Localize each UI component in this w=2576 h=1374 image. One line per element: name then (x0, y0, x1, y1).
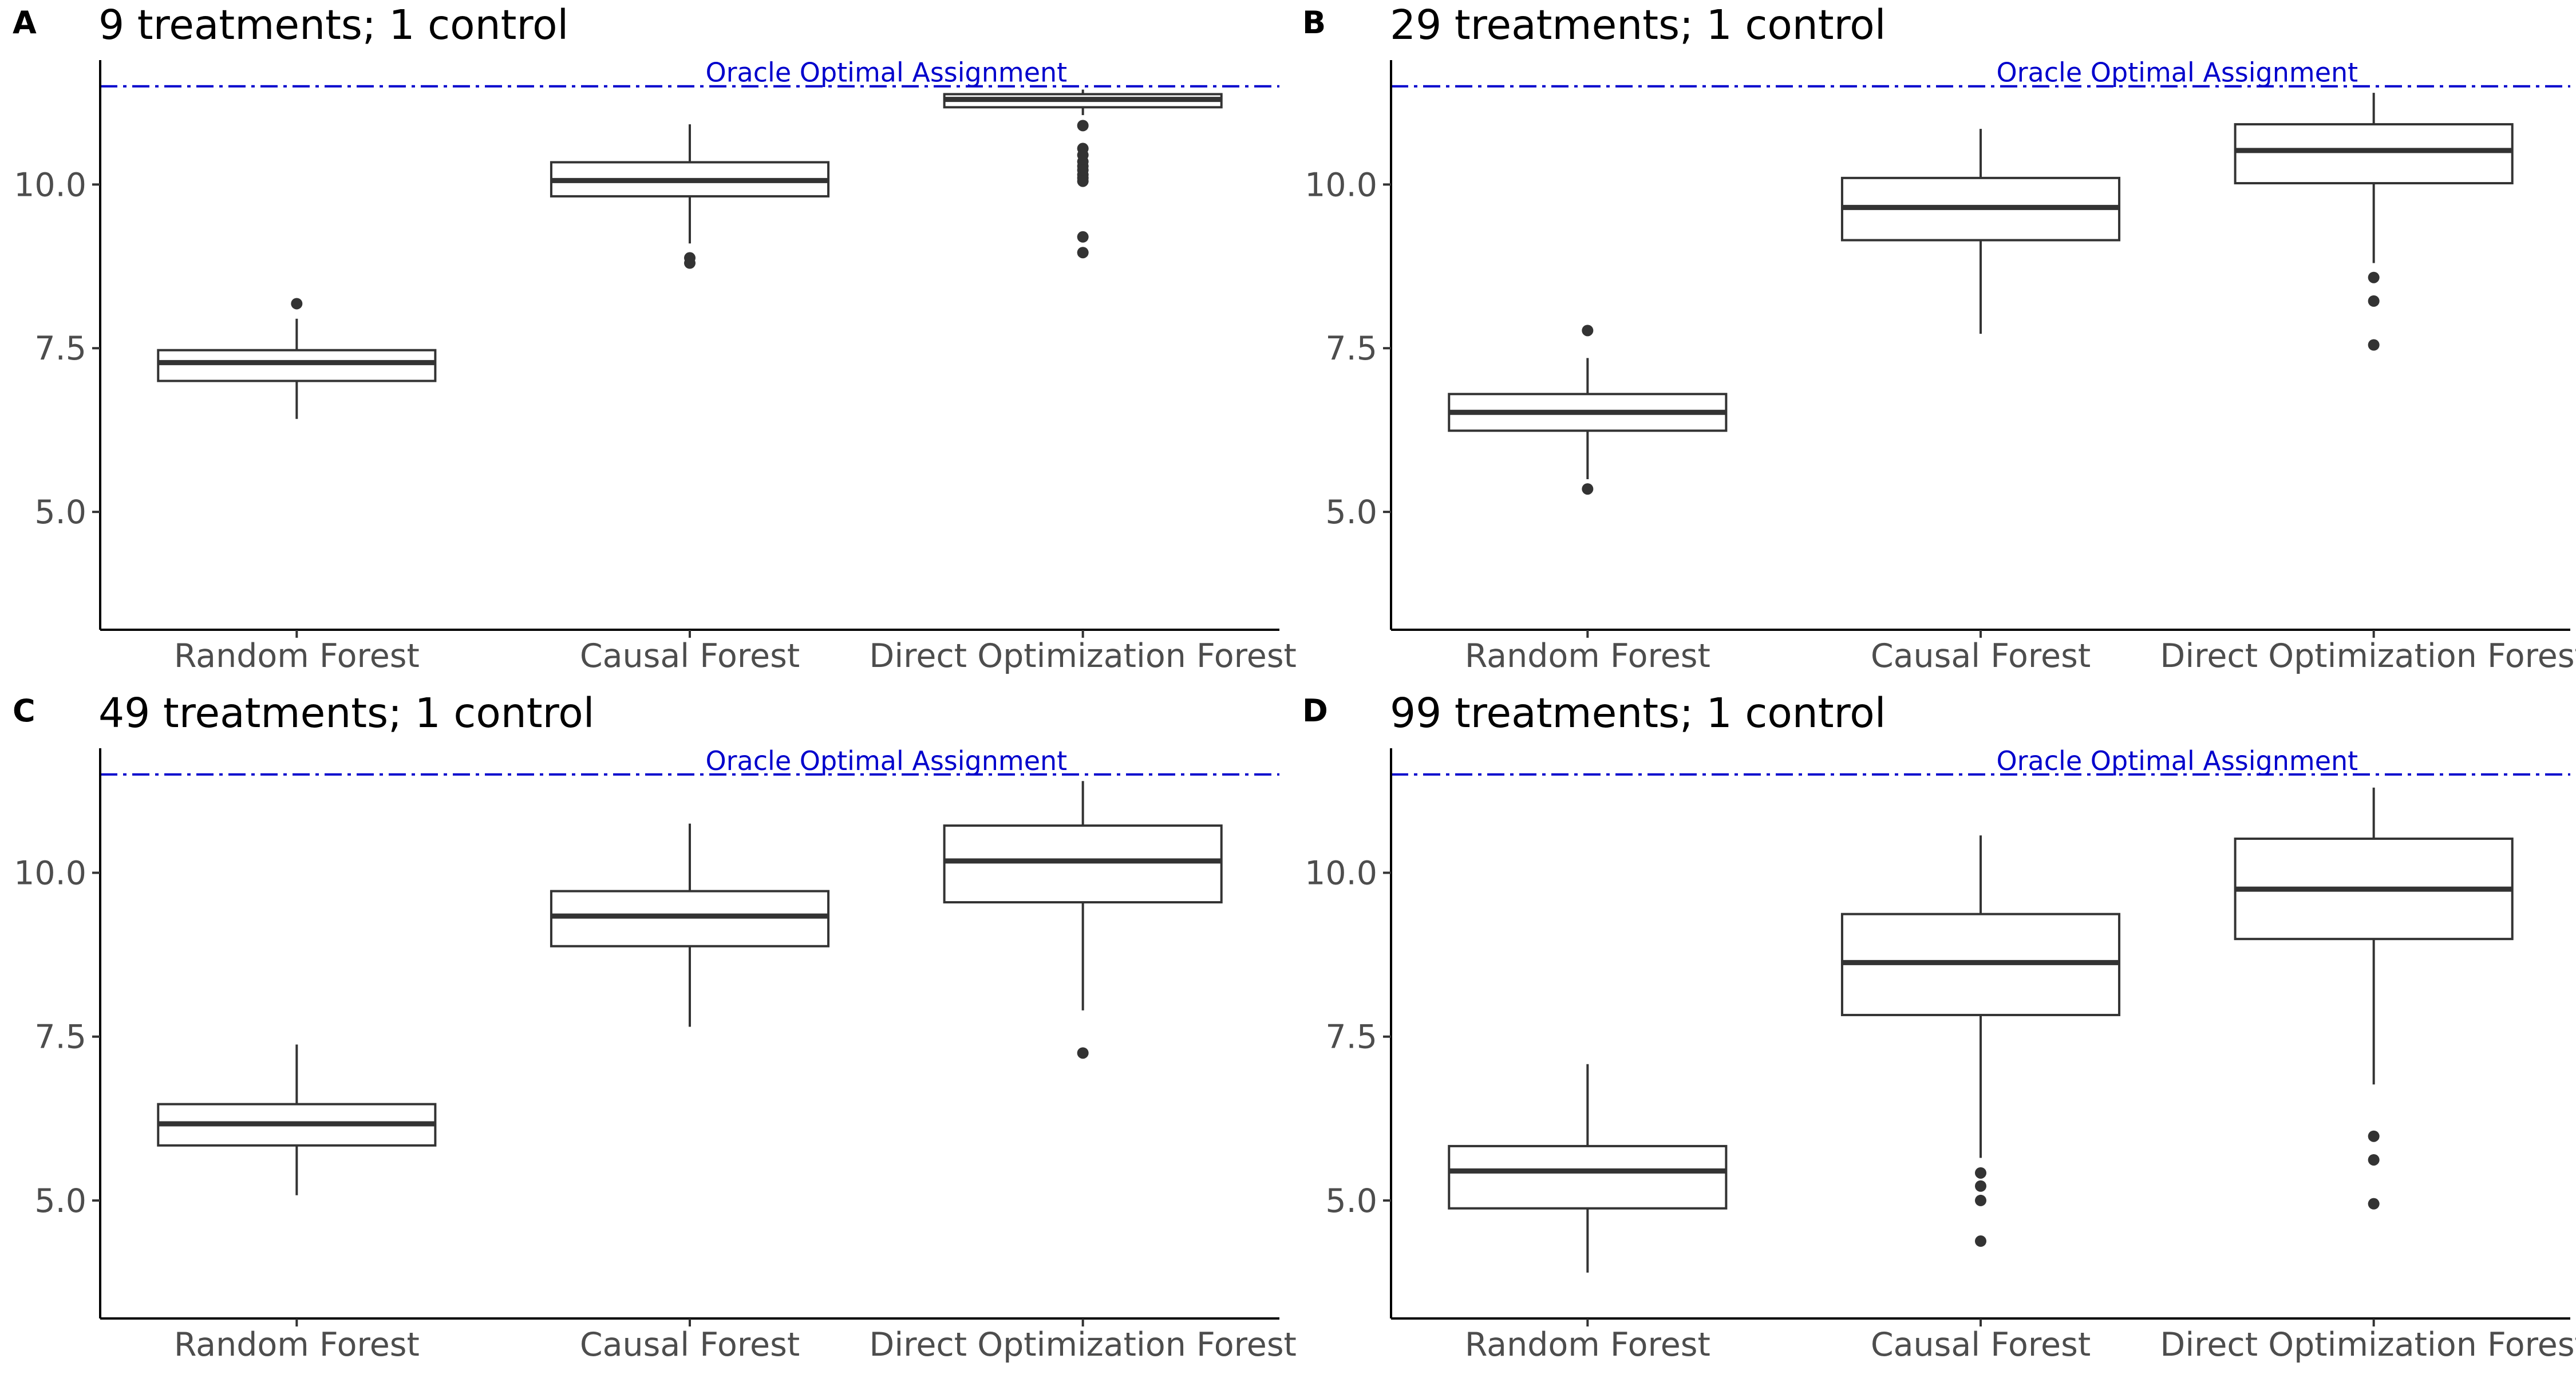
oracle-reference-label: Oracle Optimal Assignment (705, 57, 1067, 88)
outlier-point (1582, 325, 1594, 337)
boxplot-causal-forest (1840, 835, 2121, 1247)
outlier-point (2368, 1130, 2380, 1142)
outlier-point (1077, 231, 1089, 243)
boxplot-random-forest (1448, 1064, 1728, 1273)
y-tick-label: 5.0 (34, 493, 86, 531)
panel-letter: C (13, 693, 35, 729)
x-category-label: Direct Optimization Forest (869, 1326, 1296, 1364)
x-category-label: Random Forest (1465, 1326, 1710, 1364)
outlier-point (1077, 120, 1089, 132)
x-category-label: Causal Forest (580, 1326, 800, 1364)
boxplot-direct-optimization-forest (943, 89, 1223, 259)
y-tick-label: 7.5 (1325, 330, 1377, 368)
box-iqr (1448, 1144, 1728, 1210)
x-category-label: Causal Forest (580, 637, 800, 675)
boxplot-causal-forest (550, 823, 830, 1027)
boxplot-direct-optimization-forest (2234, 787, 2514, 1210)
panel-letter: A (13, 5, 37, 41)
y-tick-label: 5.0 (1325, 493, 1377, 531)
outlier-point (1077, 1047, 1089, 1059)
box-iqr (943, 824, 1223, 904)
panel-title: 9 treatments; 1 control (98, 1, 568, 49)
outlier-point (1975, 1194, 1986, 1206)
outlier-point (1582, 483, 1594, 495)
boxplot-random-forest (157, 298, 437, 419)
x-category-label: Random Forest (174, 1326, 420, 1364)
boxplot-direct-optimization-forest (943, 781, 1223, 1059)
y-tick-label: 10.0 (1305, 855, 1377, 893)
oracle-reference-label: Oracle Optimal Assignment (1996, 57, 2358, 88)
outlier-point (1077, 247, 1089, 259)
panel-b: B 29 treatments; 1 control Oracle Optimal … (1302, 1, 2576, 675)
y-tick-label: 7.5 (1325, 1018, 1377, 1056)
outlier-point (1975, 1235, 1986, 1247)
boxplot-random-forest (1448, 325, 1728, 495)
panel-d: D 99 treatments; 1 control Oracle Optimal … (1302, 689, 2576, 1364)
outlier-point (2368, 1154, 2380, 1166)
outlier-point (1975, 1180, 1986, 1192)
x-category-label: Direct Optimization Forest (869, 637, 1296, 675)
oracle-reference-label: Oracle Optimal Assignment (1996, 745, 2358, 776)
outlier-point (291, 298, 303, 310)
outlier-point (1975, 1167, 1986, 1179)
x-category-label: Direct Optimization Forest (2160, 637, 2576, 675)
y-tick-label: 5.0 (1325, 1182, 1377, 1220)
boxplot-direct-optimization-forest (2234, 93, 2514, 351)
panel-c: C 49 treatments; 1 control Oracle Optimal … (13, 689, 1297, 1364)
outlier-point (2368, 271, 2380, 283)
outlier-point (2368, 339, 2380, 351)
y-tick-label: 10.0 (1305, 166, 1377, 204)
outlier-point (2368, 295, 2380, 307)
x-category-label: Causal Forest (1871, 637, 2091, 675)
x-category-label: Random Forest (1465, 637, 1710, 675)
boxplot-causal-forest (550, 124, 830, 269)
box-iqr (550, 890, 830, 947)
box-iqr (157, 349, 437, 382)
outlier-point (1077, 175, 1089, 187)
y-tick-label: 10.0 (14, 855, 86, 893)
x-category-label: Random Forest (174, 637, 420, 675)
outlier-point (684, 257, 696, 269)
panel-title: 99 treatments; 1 control (1390, 689, 1886, 737)
y-tick-label: 7.5 (34, 1018, 86, 1056)
y-tick-label: 10.0 (14, 166, 86, 204)
y-tick-label: 7.5 (34, 330, 86, 368)
boxplot-random-forest (157, 1044, 437, 1195)
panel-title: 29 treatments; 1 control (1390, 1, 1886, 49)
panel-letter: B (1302, 5, 1326, 41)
box-iqr (2234, 123, 2514, 185)
panel-a: A 9 treatments; 1 control Oracle Optimal A… (13, 1, 1297, 675)
y-tick-label: 5.0 (34, 1182, 86, 1220)
panel-title: 49 treatments; 1 control (98, 689, 594, 737)
boxplot-causal-forest (1840, 129, 2121, 334)
panel-letter: D (1302, 693, 1328, 729)
oracle-reference-label: Oracle Optimal Assignment (705, 745, 1067, 776)
outlier-point (2368, 1198, 2380, 1210)
x-category-label: Direct Optimization Forest (2160, 1326, 2576, 1364)
x-category-label: Causal Forest (1871, 1326, 2091, 1364)
